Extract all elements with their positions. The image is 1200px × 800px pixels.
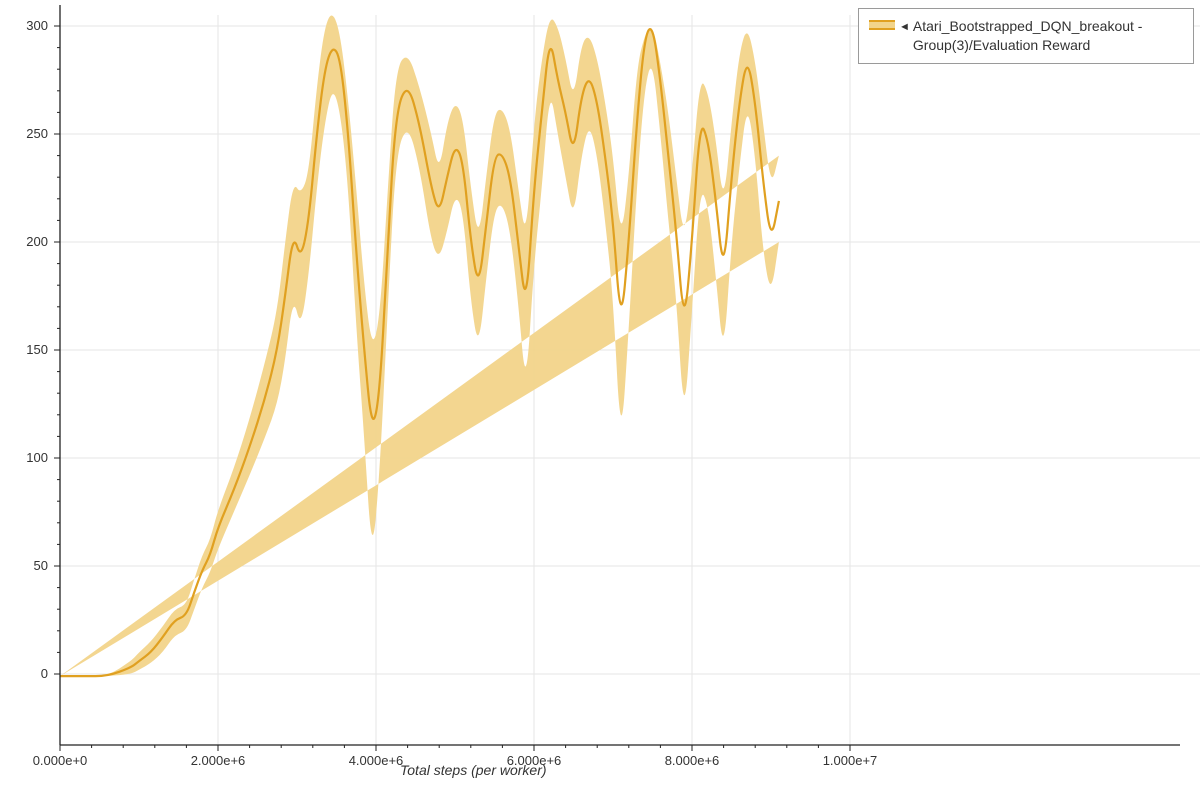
- legend-entry[interactable]: ◄ Atari_Bootstrapped_DQN_breakout - Grou…: [899, 17, 1183, 55]
- svg-text:300: 300: [26, 18, 48, 33]
- line-chart-svg: 0 50 100 150 200 250 300 0.000e+0 2.000e+6 4.000e…: [0, 0, 1200, 800]
- svg-text:0.000e+0: 0.000e+0: [33, 753, 88, 768]
- gridlines: [60, 15, 1200, 745]
- svg-text:4.000e+6: 4.000e+6: [349, 753, 404, 768]
- svg-text:150: 150: [26, 342, 48, 357]
- svg-text:200: 200: [26, 234, 48, 249]
- svg-text:8.000e+6: 8.000e+6: [665, 753, 720, 768]
- chart-container: 0 50 100 150 200 250 300 0.000e+0 2.000e+6 4.000e…: [0, 0, 1200, 800]
- legend-swatch: [869, 20, 895, 30]
- svg-text:1.000e+7: 1.000e+7: [823, 753, 878, 768]
- reward-line: [60, 29, 779, 676]
- confidence-band: [60, 16, 779, 677]
- legend-label: Atari_Bootstrapped_DQN_breakout - Group(…: [913, 17, 1183, 55]
- svg-text:50: 50: [34, 558, 48, 573]
- axes: [54, 5, 1180, 751]
- svg-text:100: 100: [26, 450, 48, 465]
- x-axis-label: Total steps (per worker): [400, 762, 547, 778]
- svg-text:0: 0: [41, 666, 48, 681]
- svg-text:250: 250: [26, 126, 48, 141]
- legend-box[interactable]: ◄ Atari_Bootstrapped_DQN_breakout - Grou…: [858, 8, 1194, 64]
- legend-chevron-icon[interactable]: ◄: [899, 18, 910, 37]
- svg-text:2.000e+6: 2.000e+6: [191, 753, 246, 768]
